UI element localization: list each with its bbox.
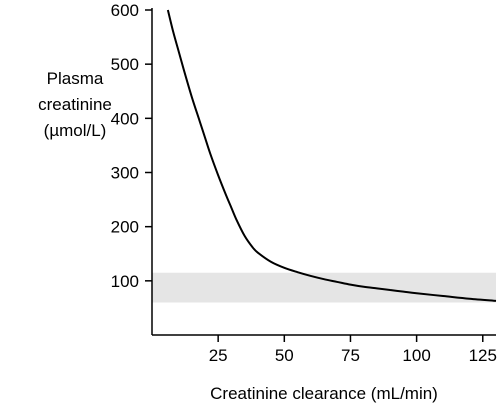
reference-band: [152, 272, 496, 303]
reference-band-layer: [152, 272, 496, 303]
x-tick-label: 100: [402, 346, 430, 365]
x-tick-label: 25: [209, 346, 228, 365]
creatinine-curve: [166, 9, 497, 302]
y-tick-label: 600: [111, 1, 139, 20]
y-axis-label-line: (µmol/L): [44, 121, 107, 140]
y-tick-label: 400: [111, 109, 139, 128]
series-layer: [166, 9, 497, 302]
x-tick-label: 50: [275, 346, 294, 365]
y-tick-label: 300: [111, 164, 139, 183]
y-tick-label: 500: [111, 55, 139, 74]
x-tick-label: 125: [469, 346, 497, 365]
y-axis-label-line: creatinine: [38, 95, 112, 114]
x-axis-label: Creatinine clearance (mL/min): [210, 384, 438, 403]
y-ticks: 100 200 300 400 500 600: [111, 1, 152, 291]
y-tick-label: 200: [111, 218, 139, 237]
x-tick-label: 75: [341, 346, 360, 365]
y-tick-label: 100: [111, 272, 139, 291]
y-axis-label: Plasma creatinine (µmol/L): [38, 69, 112, 140]
y-axis-label-line: Plasma: [47, 69, 104, 88]
x-ticks: 25 50 75 100 125: [209, 335, 497, 365]
